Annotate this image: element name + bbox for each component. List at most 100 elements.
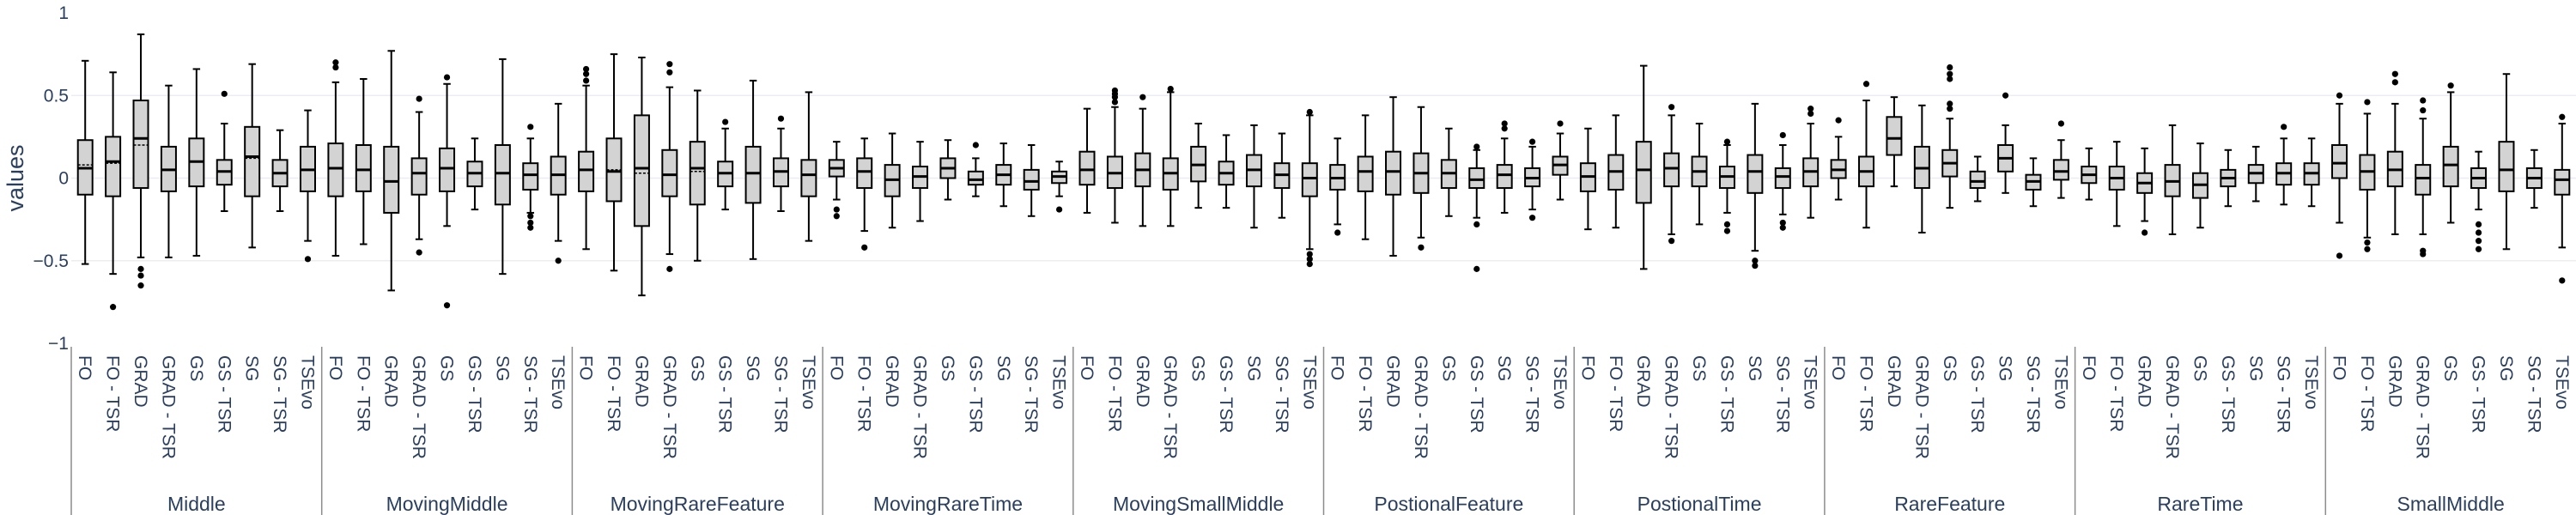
x-tick-label: SG - TSR — [1021, 355, 1041, 433]
box-Middle-GS — [188, 68, 205, 257]
outlier-point — [1055, 206, 1063, 213]
box-iqr — [439, 147, 456, 192]
box-iqr — [2442, 145, 2459, 188]
box-iqr — [689, 141, 706, 206]
x-tick-label: GS - TSR — [1967, 355, 1987, 433]
box-RareFeature-GS-TSR — [1969, 155, 1986, 203]
x-tick-label: GS - TSR — [1216, 355, 1236, 433]
x-group-label: Middle — [167, 493, 226, 515]
box-PostionalTime-FO — [1579, 127, 1596, 231]
box-MovingMiddle-FO — [327, 59, 344, 257]
x-tick-label: TSEvo — [297, 355, 317, 409]
x-group-label: PostionalFeature — [1374, 493, 1523, 515]
box-MovingRareTime-TSEvo — [1051, 161, 1068, 213]
outlier-point — [2559, 113, 2566, 120]
x-tick-label: SG - TSR — [2274, 355, 2293, 433]
box-RareTime-TSEvo — [2303, 137, 2320, 208]
outlier-point — [137, 282, 144, 289]
x-tick-label: TSEvo — [2552, 355, 2572, 409]
x-tick-label: GRAD - TSR — [1911, 355, 1931, 459]
y-axis: 1 0.5 0 −0.5 −1 — [33, 3, 69, 354]
box-MovingMiddle-TSEvo — [550, 102, 567, 264]
x-tick-label: GRAD - TSR — [659, 355, 679, 459]
outlier-point — [1306, 251, 1313, 258]
outlier-point — [666, 61, 673, 68]
box-MovingSmallMiddle-FO — [1078, 107, 1096, 214]
x-tick-label: GRAD — [381, 355, 401, 408]
outlier-point — [1306, 261, 1313, 268]
x-tick-label: SG - TSR — [270, 355, 289, 433]
box-Middle-GRAD-TSR — [160, 84, 177, 258]
box-RareFeature-TSEvo — [2052, 120, 2069, 199]
x-tick-label: SG — [2496, 355, 2516, 381]
box-MovingRareFeature-SG — [744, 79, 762, 260]
x-tick-label: GS — [938, 355, 957, 381]
grid-layer — [71, 94, 2576, 262]
x-tick-label: GS - TSR — [2469, 355, 2488, 433]
x-group-label: RareTime — [2157, 493, 2243, 515]
box-iqr — [105, 136, 122, 197]
x-tick-label: FO — [2330, 355, 2349, 380]
x-tick-label: GRAD — [1633, 355, 1653, 408]
box-MovingRareTime-FO-TSR — [856, 137, 873, 251]
box-SmallMiddle-GRAD — [2386, 70, 2403, 235]
box-iqr — [132, 100, 149, 190]
box-PostionalFeature-GRAD-TSR — [1413, 106, 1430, 251]
x-tick-label: FO — [75, 355, 94, 380]
x-tick-label: FO - TSR — [1856, 355, 1876, 432]
box-RareFeature-GRAD — [1886, 96, 1903, 188]
box-iqr — [2052, 159, 2069, 181]
x-tick-label: GS — [1940, 355, 1959, 381]
x-tick-label: GS — [1438, 355, 1458, 381]
x-tick-label: GRAD - TSR — [910, 355, 930, 459]
x-tick-label: SG - TSR — [1772, 355, 1792, 433]
x-tick-label: FO - TSR — [1355, 355, 1375, 432]
x-tick-label: TSEvo — [799, 355, 818, 409]
box-Middle-GS-TSR — [216, 90, 233, 212]
x-tick-label: TSEvo — [548, 355, 568, 409]
outlier-point — [2420, 251, 2427, 258]
box-Middle-GRAD — [132, 33, 149, 289]
outlier-point — [332, 64, 339, 71]
x-tick-label: GS - TSR — [465, 355, 484, 433]
x-axis: FO FO - TSR GRAD GRAD - TSR GS GS - TSR SG SG -… — [70, 347, 2572, 515]
box-Middle-SG — [244, 63, 261, 249]
outlier-point — [2447, 82, 2454, 89]
box-iqr — [1774, 167, 1791, 190]
outlier-point — [972, 142, 979, 148]
outlier-point — [1947, 106, 1953, 112]
x-group-label: MovingMiddle — [386, 493, 508, 515]
box-iqr — [744, 145, 762, 204]
box-iqr — [1385, 150, 1402, 196]
x-tick-label: GS — [1188, 355, 1208, 381]
x-group-label: SmallMiddle — [2397, 493, 2505, 515]
box-MovingSmallMiddle-SG — [1245, 124, 1262, 229]
x-tick-label: GS - TSR — [214, 355, 234, 433]
box-iqr — [578, 150, 595, 192]
box-iqr — [1496, 164, 1513, 190]
box-MovingMiddle-SG-TSR — [522, 124, 539, 231]
x-tick-label: SG — [1494, 355, 1514, 381]
outlier-point — [137, 265, 144, 272]
box-layer — [76, 33, 2571, 311]
box-MovingRareTime-GRAD — [884, 132, 901, 229]
box-iqr — [2331, 144, 2348, 179]
box-Middle-SG-TSR — [271, 129, 289, 212]
box-iqr — [2498, 141, 2515, 192]
x-tick-label: GS — [186, 355, 206, 381]
outlier-point — [722, 118, 729, 125]
x-tick-label: SG — [492, 355, 512, 381]
outlier-point — [2364, 239, 2371, 246]
box-SmallMiddle-GRAD-TSR — [2415, 97, 2432, 258]
x-tick-label: TSEvo — [2301, 355, 2321, 409]
x-tick-label: GS — [437, 355, 457, 381]
x-group-label: MovingRareFeature — [611, 493, 785, 515]
box-MovingRareTime-GS-TSR — [967, 142, 984, 197]
box-RareFeature-SG — [1997, 92, 2014, 194]
box-MovingRareFeature-GRAD — [633, 56, 650, 297]
box-MovingMiddle-GS-TSR — [466, 137, 483, 211]
outlier-point — [1779, 219, 1786, 227]
x-tick-label: GRAD — [1383, 355, 1403, 408]
outlier-point — [1306, 256, 1313, 263]
outlier-point — [1528, 215, 1536, 221]
